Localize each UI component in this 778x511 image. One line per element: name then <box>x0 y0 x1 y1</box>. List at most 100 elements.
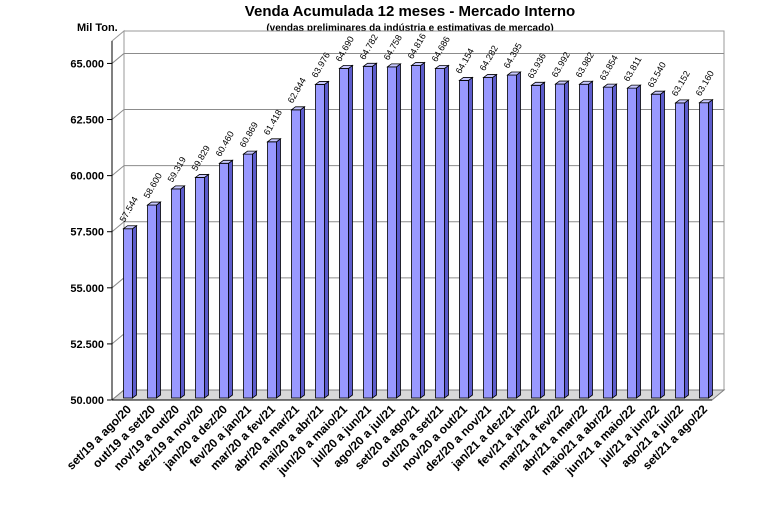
bar-front <box>459 80 469 399</box>
bar-top <box>506 71 522 76</box>
bar-side <box>444 64 449 399</box>
bar-top <box>482 74 498 78</box>
bar <box>242 150 258 399</box>
y-tick-label: 55.000 <box>70 283 104 295</box>
bar-side <box>228 159 233 399</box>
bar-side <box>276 138 281 399</box>
bar-side <box>516 71 521 399</box>
bar <box>122 224 138 399</box>
bar <box>194 173 210 399</box>
gridline-side <box>111 333 125 345</box>
bar-side <box>612 83 617 399</box>
bar-top <box>146 201 162 206</box>
gridline-side <box>111 221 125 233</box>
bar-side <box>372 62 377 399</box>
bar <box>506 71 522 399</box>
bar-side <box>468 76 473 399</box>
y-tick-label: 52.500 <box>70 339 104 351</box>
bar-top <box>458 77 474 81</box>
bar <box>650 90 666 399</box>
bar-front <box>651 93 661 399</box>
bar-front <box>195 177 205 399</box>
bar <box>482 73 498 399</box>
bar-front <box>531 84 541 399</box>
bar-top <box>242 150 258 155</box>
plot-area: 50.000 52.500 55.000 57.500 60.000 62.500 65.0… <box>64 29 726 478</box>
bar-top <box>362 62 378 67</box>
bar-top <box>554 80 570 85</box>
bar-top <box>194 174 210 178</box>
bar-front <box>411 65 421 399</box>
bar-top <box>266 138 282 143</box>
bar-side <box>180 185 185 399</box>
bar-side <box>588 80 593 399</box>
bar-front <box>555 83 565 399</box>
y-tick-label: 62.500 <box>70 115 104 127</box>
bar-top <box>410 62 426 66</box>
bar-side <box>396 63 401 399</box>
bar-front <box>483 77 493 399</box>
bar <box>386 63 402 399</box>
gridline-side <box>111 165 125 177</box>
bar-top <box>578 80 594 85</box>
bar <box>626 84 642 399</box>
bar <box>218 159 234 399</box>
bar-front <box>699 102 709 399</box>
bar-side <box>156 201 161 399</box>
bar <box>290 106 306 399</box>
bar-front <box>579 83 589 399</box>
bar-side <box>540 81 545 399</box>
bar-front <box>243 153 253 399</box>
bar-side <box>252 150 257 399</box>
bar <box>698 98 714 399</box>
bar-front <box>315 84 325 399</box>
bar <box>170 185 186 399</box>
bar-top <box>386 63 402 68</box>
bar-top <box>434 65 450 69</box>
bar <box>578 80 594 399</box>
bar-front <box>123 228 133 399</box>
chart-title: Venda Acumulada 12 meses - Mercado Inter… <box>245 3 575 20</box>
bar <box>146 201 162 399</box>
y-tick-label: 57.500 <box>70 227 104 239</box>
bar-top <box>602 83 618 88</box>
bar-side <box>324 80 329 399</box>
bar-top <box>626 84 642 89</box>
bar-side <box>636 84 641 399</box>
bar-front <box>147 204 157 399</box>
bar-top <box>170 185 186 190</box>
bar-top <box>698 99 714 104</box>
bar-top <box>530 81 546 86</box>
chart-subtitle: (vendas preliminares da indústria e esti… <box>266 23 553 34</box>
bar-top <box>674 99 690 104</box>
bar-side <box>300 106 305 399</box>
bar-front <box>291 109 301 399</box>
y-tick-label: 65.000 <box>70 58 104 70</box>
bar <box>362 62 378 399</box>
bar-side <box>564 80 569 399</box>
bar-side <box>492 73 497 399</box>
bar-front <box>435 68 445 399</box>
bar-front <box>219 162 229 399</box>
bar-top <box>650 90 666 95</box>
y-axis-label: Mil Ton. <box>77 22 118 34</box>
gridline-side <box>111 53 125 64</box>
bar-front <box>603 86 613 399</box>
bar-front <box>363 65 373 399</box>
bar <box>458 76 474 399</box>
bar-side <box>420 61 425 399</box>
bar-front <box>267 141 277 399</box>
bar-front <box>627 87 637 399</box>
bar <box>266 138 282 399</box>
bar-side <box>708 98 713 399</box>
bar-side <box>684 99 689 399</box>
bar-front <box>339 67 349 399</box>
bar-side <box>132 224 137 399</box>
bar-top <box>218 159 234 164</box>
bar <box>530 81 546 399</box>
y-tick-label: 60.000 <box>70 171 104 183</box>
bar-side <box>204 173 209 399</box>
bar <box>674 99 690 399</box>
y-tick-label: 50.000 <box>70 395 104 407</box>
